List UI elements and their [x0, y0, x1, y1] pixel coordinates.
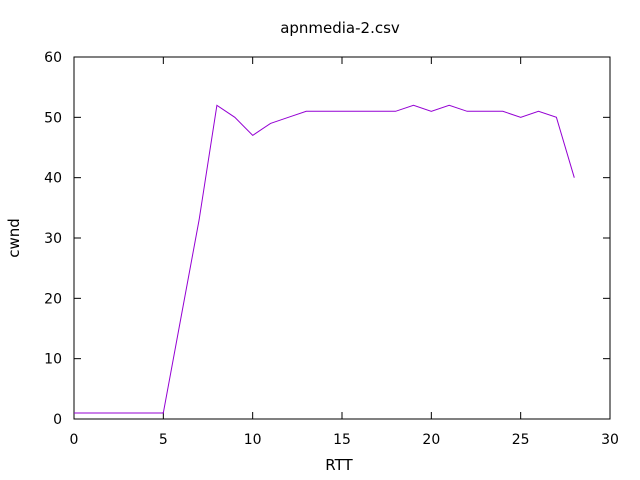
data-point — [324, 111, 325, 112]
x-tick-label: 30 — [601, 432, 619, 448]
data-point — [73, 412, 74, 413]
data-point — [359, 111, 360, 112]
data-point — [413, 105, 414, 106]
y-tick-label: 30 — [44, 231, 62, 247]
data-point — [252, 135, 253, 136]
y-tick-label: 40 — [44, 171, 62, 187]
data-point — [538, 111, 539, 112]
chart-title: apnmedia-2.csv — [280, 19, 400, 37]
data-point — [270, 123, 271, 124]
data-point — [520, 117, 521, 118]
series-line — [74, 104, 575, 414]
data-point — [466, 111, 467, 112]
x-tick-label: 10 — [244, 432, 262, 448]
data-point — [145, 412, 146, 413]
y-tick-label: 0 — [53, 412, 62, 428]
x-axis: 0 5 10 15 20 25 30 — [70, 57, 619, 448]
y-tick-label: 50 — [44, 110, 62, 126]
y-tick-label: 60 — [44, 50, 62, 66]
x-axis-label: RTT — [325, 456, 353, 474]
data-point — [395, 111, 396, 112]
data-point — [234, 117, 235, 118]
data-point — [556, 117, 557, 118]
y-tick-label: 20 — [44, 291, 62, 307]
data-point — [341, 111, 342, 112]
data-point — [216, 105, 217, 106]
data-point — [377, 111, 378, 112]
y-axis-label: cwnd — [5, 218, 23, 258]
x-tick-label: 0 — [70, 432, 79, 448]
data-point — [109, 412, 110, 413]
x-tick-label: 25 — [512, 432, 530, 448]
data-point — [502, 111, 503, 112]
data-point — [306, 111, 307, 112]
data-point — [91, 412, 92, 413]
data-point — [449, 105, 450, 106]
y-tick-label: 10 — [44, 352, 62, 368]
data-point — [431, 111, 432, 112]
data-point — [181, 316, 182, 317]
data-point — [127, 412, 128, 413]
y-axis: 0 10 20 30 40 50 60 — [44, 50, 610, 428]
x-tick-label: 15 — [333, 432, 351, 448]
series-layer — [73, 104, 575, 414]
data-point — [198, 219, 199, 220]
data-point — [574, 177, 575, 178]
x-tick-label: 20 — [422, 432, 440, 448]
x-tick-label: 5 — [159, 432, 168, 448]
data-point — [484, 111, 485, 112]
data-point — [288, 117, 289, 118]
data-point — [163, 412, 164, 413]
